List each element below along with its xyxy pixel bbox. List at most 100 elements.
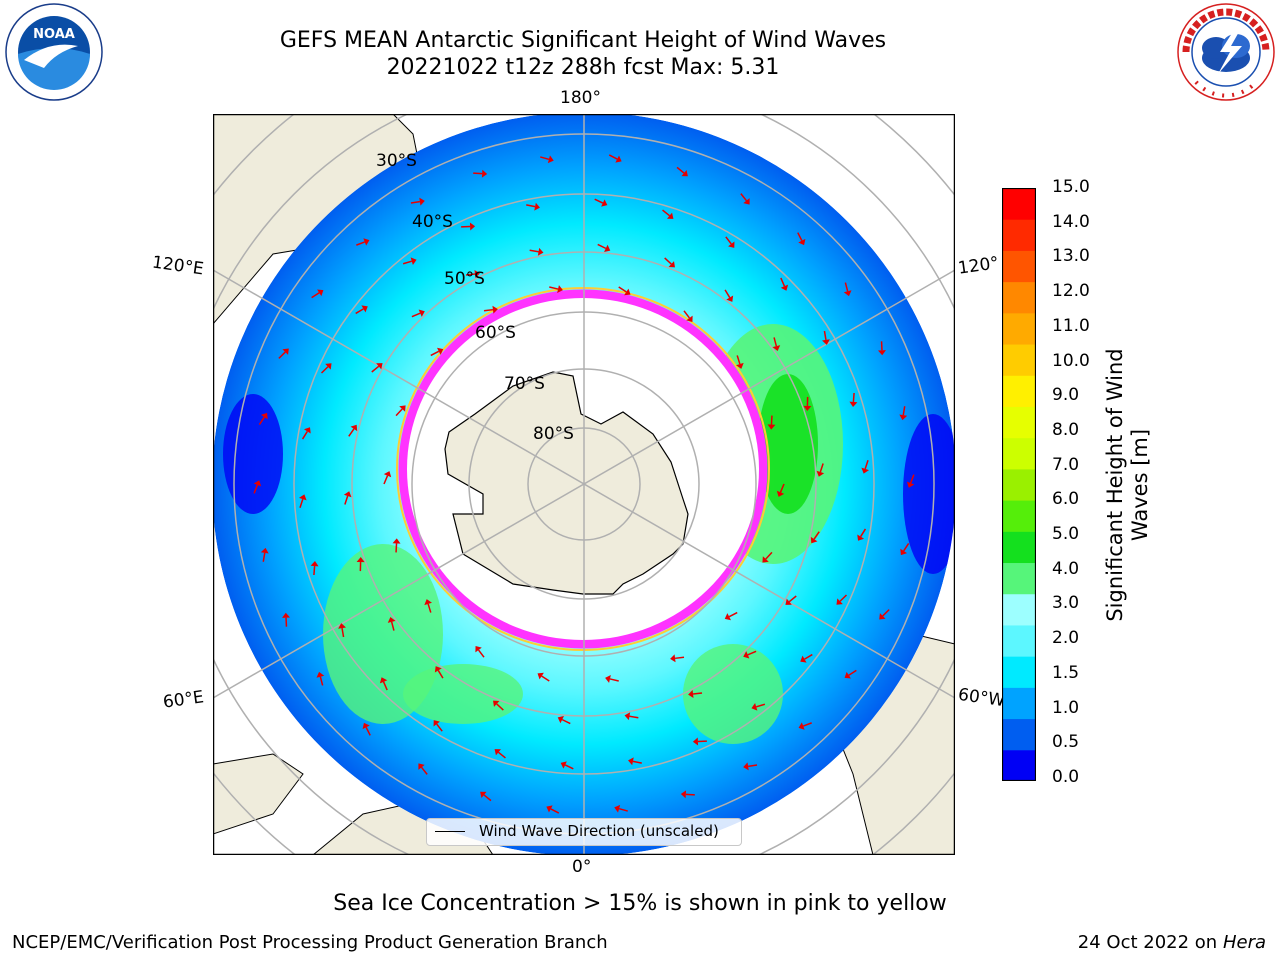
- colorbar-band: [1002, 468, 1036, 501]
- sea-ice-caption: Sea Ice Concentration > 15% is shown in …: [333, 891, 947, 916]
- colorbar-band: [1002, 656, 1036, 688]
- wave-direction-arrow: [683, 310, 691, 319]
- colorbar-band: [1002, 562, 1036, 595]
- wave-direction-arrowhead: [686, 315, 693, 322]
- wave-direction-arrow: [802, 722, 812, 727]
- wave-direction-arrowhead: [668, 261, 675, 268]
- colorbar-band: [1002, 375, 1036, 407]
- wave-direction-arrowhead: [474, 270, 480, 278]
- wave-direction-arrowhead: [601, 199, 608, 207]
- wave-direction-arrowhead: [469, 222, 476, 231]
- wave-direction-arrow: [497, 751, 506, 759]
- wave-direction-arrow: [356, 241, 366, 246]
- wave-direction-arrowhead: [253, 480, 262, 487]
- wave-direction-arrow: [395, 408, 403, 417]
- wave-direction-arrow: [597, 243, 607, 250]
- lat-label-80s: 80°S: [533, 424, 574, 444]
- wave-direction-arrowhead: [546, 805, 553, 813]
- wave-direction-arrowhead: [861, 467, 870, 474]
- wave-direction-arrow: [355, 308, 364, 315]
- wave-direction-arrow: [483, 794, 492, 802]
- map-legend: Wind Wave Direction (unscaled): [426, 818, 742, 846]
- wave-direction-arrowhead: [843, 290, 852, 297]
- colorbar-band: [1002, 219, 1036, 251]
- wave-direction-arrow: [748, 764, 758, 768]
- colorbar-label: Significant Height of Wind Waves [m]: [1103, 348, 1152, 622]
- wave-direction-arrowhead: [816, 470, 825, 477]
- wave-direction-arrow: [365, 727, 371, 736]
- wave-direction-arrow: [311, 292, 320, 299]
- wave-direction-arrowhead: [906, 481, 915, 488]
- wave-direction-arrowhead: [547, 155, 554, 164]
- wave-direction-arrowhead: [481, 169, 488, 178]
- wave-direction-arrowhead: [743, 651, 750, 659]
- wave-direction-arrow: [819, 463, 824, 473]
- wave-direction-arrow: [902, 406, 906, 416]
- lat-label-50s: 50°S: [444, 269, 485, 289]
- colorbar-tick-label: 0.0: [1052, 767, 1080, 787]
- wave-direction-arrow: [685, 793, 695, 796]
- wave-direction-arrowhead: [434, 666, 442, 673]
- wave-direction-arrowhead: [338, 623, 346, 629]
- wave-direction-arrow: [736, 355, 741, 365]
- wave-direction-arrowhead: [798, 238, 806, 246]
- wave-direction-arrow: [852, 392, 855, 403]
- wave-direction-arrow: [804, 653, 813, 660]
- wave-direction-arrow: [278, 351, 286, 359]
- wave-direction-arrow: [740, 193, 748, 202]
- wave-direction-arrowhead: [624, 288, 631, 296]
- wave-direction-arrowhead: [387, 616, 396, 623]
- wave-direction-arrowhead: [604, 244, 611, 252]
- colorbar-tick-label: 6.0: [1052, 489, 1080, 510]
- wave-direction-arrowhead: [557, 716, 564, 724]
- colorbar-tick-label: 1.0: [1052, 697, 1080, 718]
- footer-date-text: 24 Oct 2022 on: [1077, 932, 1223, 953]
- wave-direction-arrow: [848, 669, 857, 676]
- wave-direction-arrow: [618, 807, 628, 812]
- wave-direction-arrow: [609, 678, 619, 682]
- wave-direction-arrowhead: [494, 749, 501, 756]
- wave-direction-arrow: [483, 308, 494, 312]
- page-title: GEFS MEAN Antarctic Significant Height o…: [279, 28, 887, 53]
- colorbar-tick-label: 9.0: [1052, 385, 1080, 406]
- wave-direction-arrow: [561, 718, 571, 725]
- wave-direction-arrow: [430, 350, 440, 357]
- wave-direction-arrowhead: [724, 613, 732, 621]
- wave-direction-arrow: [313, 565, 316, 576]
- wave-direction-arrow: [496, 703, 504, 711]
- wave-direction-arrowhead: [343, 491, 352, 498]
- colorbar-band: [1002, 344, 1036, 376]
- colorbar-tick-label: 12.0: [1052, 281, 1090, 302]
- wave-direction-arrow: [341, 627, 345, 638]
- wave-direction-arrow: [420, 766, 428, 775]
- wave-direction-arrowhead: [836, 598, 843, 605]
- wave-direction-arrow: [813, 531, 820, 540]
- wave-direction-arrowhead: [692, 737, 699, 746]
- wave-direction-arrowhead: [303, 427, 311, 434]
- wave-direction-arrow: [549, 286, 559, 290]
- wave-direction-arrowhead: [605, 675, 611, 683]
- wave-direction-arrow: [864, 460, 869, 470]
- noaa-logo: NOAA: [5, 3, 103, 101]
- wave-direction-arrow: [780, 277, 786, 287]
- wave-direction-arrow: [344, 495, 349, 505]
- nws-logo: [1177, 3, 1275, 101]
- wave-direction-arrow: [692, 692, 703, 695]
- lon-label-180: 180°: [560, 88, 601, 108]
- wave-direction-arrowhead: [736, 362, 744, 369]
- colorbar-tick-label: 10.0: [1052, 350, 1090, 371]
- colorbar-band: [1002, 250, 1036, 283]
- wave-direction-arrow: [779, 483, 785, 493]
- wave-direction-arrowhead: [762, 556, 769, 563]
- lat-label-60s: 60°S: [475, 323, 516, 343]
- wave-direction-arrow: [477, 649, 485, 658]
- colorbar-tick-label: 15.0: [1052, 177, 1090, 197]
- colorbar-band: [1002, 718, 1036, 751]
- colorbar-tick-label: 1.5: [1052, 662, 1080, 683]
- wave-direction-arrowhead: [475, 646, 482, 653]
- wave-direction-arrow: [253, 484, 259, 494]
- wave-direction-arrow: [383, 475, 389, 485]
- footer-date: 24 Oct 2022 on Hera: [1078, 932, 1266, 953]
- wave-direction-arrowhead: [317, 289, 324, 297]
- wave-direction-arrow: [550, 808, 560, 814]
